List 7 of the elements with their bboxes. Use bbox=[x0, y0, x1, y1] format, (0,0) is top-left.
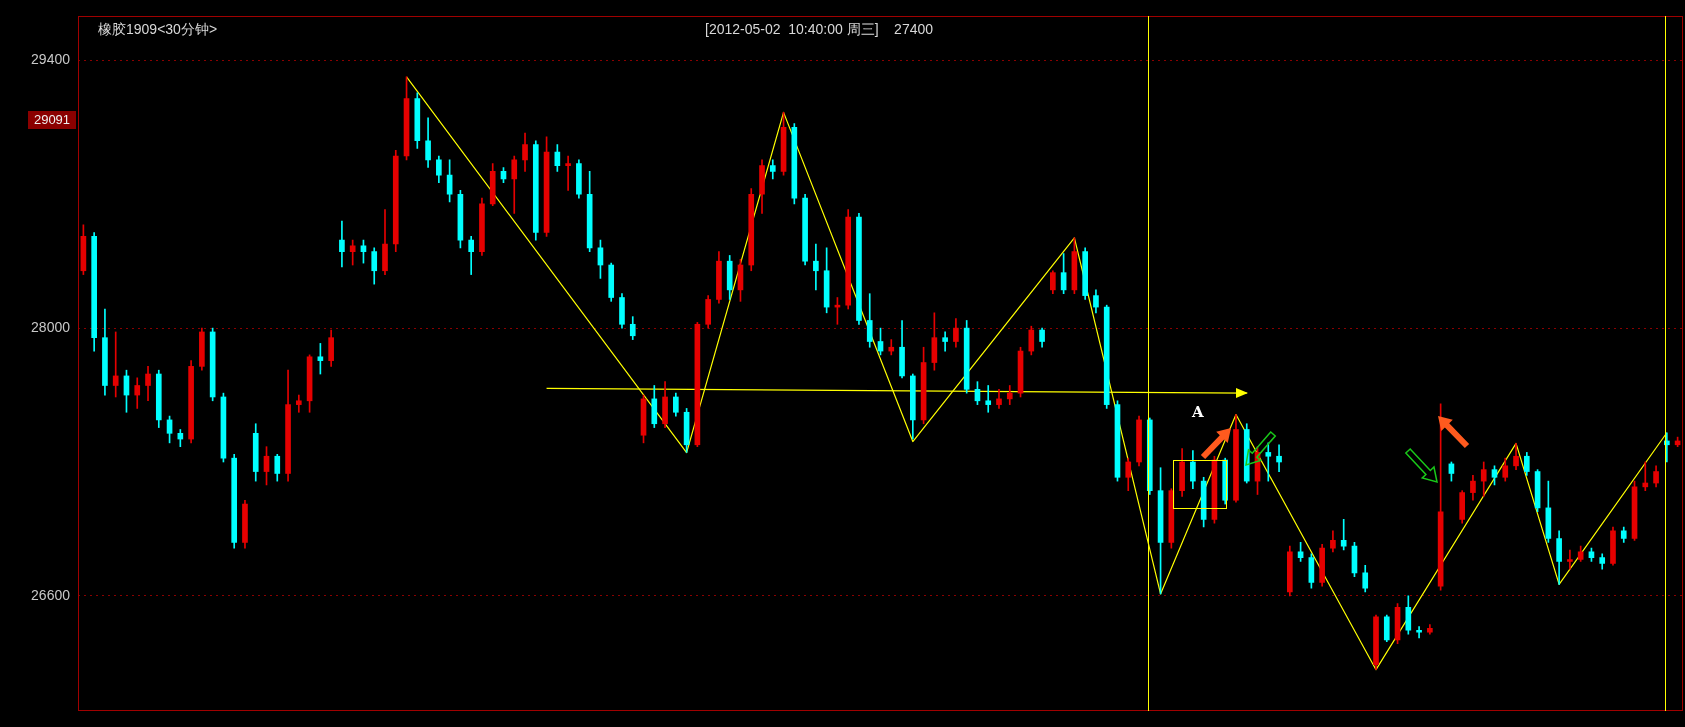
y-tick-label: 28000 bbox=[31, 318, 71, 335]
chart-subtitle: [2012-05-02 10:40:00 周三] 27400 bbox=[705, 21, 934, 40]
annotation: A bbox=[1192, 403, 1204, 421]
text: 29091 bbox=[28, 111, 76, 129]
chart-title: 橡胶1909<30分钟> bbox=[98, 21, 218, 40]
y-tick-label: 26600 bbox=[31, 586, 71, 603]
y-tick-label: 29400 bbox=[31, 51, 71, 68]
